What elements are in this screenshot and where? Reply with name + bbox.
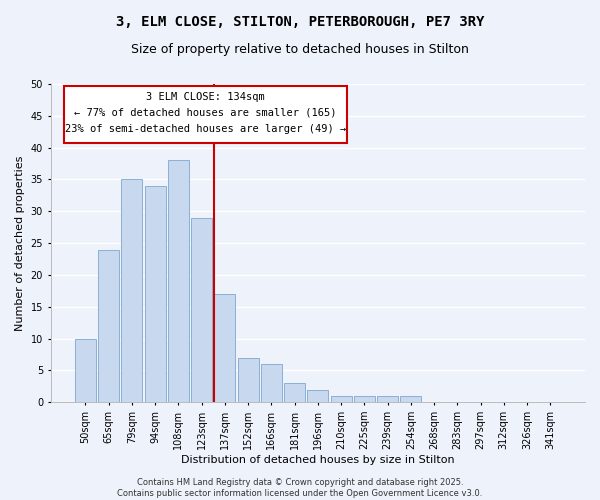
Bar [75,338,96,402]
Y-axis label: Number of detached properties: Number of detached properties [15,156,25,331]
Bar [400,396,421,402]
Bar [98,250,119,402]
Bar [307,390,328,402]
Bar [238,358,259,403]
Text: 3 ELM CLOSE: 134sqm: 3 ELM CLOSE: 134sqm [146,92,265,102]
X-axis label: Distribution of detached houses by size in Stilton: Distribution of detached houses by size … [181,455,455,465]
Text: Size of property relative to detached houses in Stilton: Size of property relative to detached ho… [131,42,469,56]
Text: 23% of semi-detached houses are larger (49) →: 23% of semi-detached houses are larger (… [65,124,346,134]
FancyBboxPatch shape [64,86,347,143]
Bar [284,383,305,402]
Text: ← 77% of detached houses are smaller (165): ← 77% of detached houses are smaller (16… [74,108,337,118]
Text: Contains HM Land Registry data © Crown copyright and database right 2025.
Contai: Contains HM Land Registry data © Crown c… [118,478,482,498]
Bar [261,364,282,403]
Bar [145,186,166,402]
Bar [168,160,189,402]
Bar [331,396,352,402]
Bar [354,396,375,402]
Text: 3, ELM CLOSE, STILTON, PETERBOROUGH, PE7 3RY: 3, ELM CLOSE, STILTON, PETERBOROUGH, PE7… [116,15,484,29]
Bar [191,218,212,402]
Bar [214,294,235,403]
Bar [121,180,142,402]
Bar [377,396,398,402]
